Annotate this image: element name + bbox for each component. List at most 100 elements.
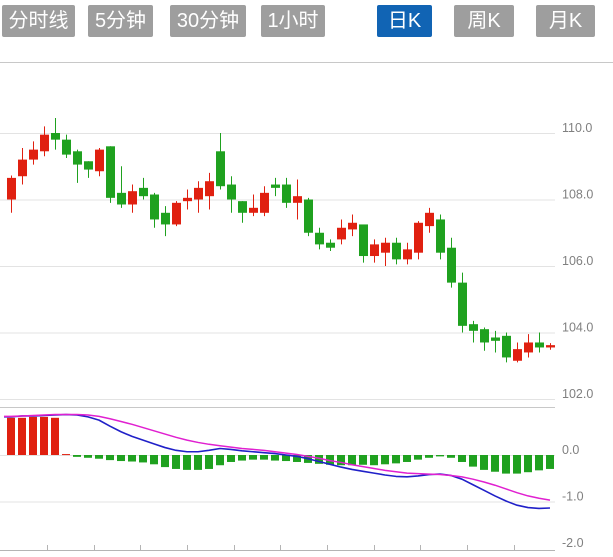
- macd-bar-negative: [546, 455, 554, 469]
- macd-bar-positive: [51, 417, 59, 455]
- candle-body-down: [491, 337, 500, 341]
- macd-bar-negative: [348, 455, 356, 466]
- macd-bar-positive: [18, 417, 26, 455]
- candle-body-up: [205, 181, 214, 197]
- candle-body-up: [546, 345, 555, 348]
- candle-body-up: [425, 212, 434, 227]
- candle-body-up: [293, 196, 302, 203]
- macd-bar-negative: [381, 455, 389, 465]
- candle-body-down: [458, 282, 467, 326]
- candle-body-up: [183, 197, 192, 202]
- candle-body-up: [249, 207, 258, 213]
- candle-body-down: [139, 187, 148, 197]
- macd-bar-positive: [7, 417, 15, 455]
- candle-body-up: [260, 192, 269, 213]
- macd-bar-negative: [480, 455, 488, 470]
- candle-body-down: [150, 194, 159, 220]
- candle-body-up: [194, 187, 203, 200]
- candle-body-down: [436, 219, 445, 253]
- candle-body-up: [172, 202, 181, 225]
- macd-bar-negative: [106, 455, 114, 461]
- candle-body-down: [238, 201, 247, 213]
- candle-body-up: [337, 227, 346, 240]
- macd-axis-label: -2.0: [562, 536, 584, 550]
- candle-body-up: [381, 242, 390, 253]
- macd-bar-negative: [95, 455, 103, 459]
- macd-bar-negative: [216, 455, 224, 466]
- candle-body-down: [304, 199, 313, 233]
- candle-body-down: [216, 151, 225, 187]
- macd-bar-negative: [447, 455, 455, 458]
- candle-body-down: [84, 161, 93, 170]
- price-axis-label: 108.0: [562, 188, 593, 202]
- candle-body-down: [161, 212, 170, 225]
- candle-body-down: [271, 184, 280, 188]
- candle-body-up: [29, 149, 38, 160]
- candle-body-up: [414, 222, 423, 253]
- tab-1hour[interactable]: 1小时: [261, 5, 325, 37]
- macd-bar-positive: [29, 416, 37, 455]
- macd-bar-negative: [337, 455, 345, 466]
- macd-bar-negative: [535, 455, 543, 471]
- macd-bar-negative: [403, 455, 411, 462]
- macd-bar-negative: [238, 455, 246, 461]
- price-axis-label: 104.0: [562, 321, 593, 335]
- tab-weekly-k[interactable]: 周K: [454, 5, 514, 37]
- macd-bar-negative: [425, 455, 433, 458]
- candle-body-down: [62, 139, 71, 155]
- candle-body-up: [128, 191, 137, 205]
- candle-body-up: [370, 244, 379, 257]
- macd-bar-negative: [139, 455, 147, 463]
- candle-body-down: [51, 133, 60, 140]
- candle-body-down: [480, 329, 489, 343]
- macd-bar-negative: [205, 455, 213, 469]
- candle-body-down: [447, 247, 456, 283]
- macd-bar-negative: [469, 455, 477, 467]
- macd-bar-negative: [458, 455, 466, 462]
- macd-bar-negative: [491, 455, 499, 472]
- macd-bar-negative: [293, 455, 301, 462]
- macd-bar-negative: [172, 455, 180, 469]
- macd-bar-negative: [128, 455, 136, 462]
- candle-body-up: [40, 134, 49, 152]
- candle-series: [7, 118, 555, 363]
- macd-bar-negative: [194, 455, 202, 470]
- tab-timeline[interactable]: 分时线: [2, 5, 75, 37]
- macd-bar-negative: [414, 455, 422, 460]
- price-axis-label: 102.0: [562, 387, 593, 401]
- price-axis-label: 110.0: [562, 121, 592, 135]
- candle-body-up: [403, 249, 412, 260]
- price-axis-label: 106.0: [562, 254, 593, 268]
- timeframe-tabbar: 分时线 5分钟 30分钟 1小时 日K 周K 月K: [0, 0, 613, 42]
- macd-bar-negative: [84, 455, 92, 458]
- tab-30min[interactable]: 30分钟: [170, 5, 246, 37]
- macd-bar-negative: [227, 455, 235, 462]
- macd-bar-negative: [436, 455, 444, 457]
- dea-line: [4, 413, 551, 501]
- tab-daily-k[interactable]: 日K: [377, 5, 432, 37]
- macd-histogram: [7, 416, 554, 474]
- candle-body-down: [502, 335, 511, 358]
- macd-axis-label: 0.0: [562, 443, 579, 457]
- macd-axis-label: -1.0: [562, 490, 584, 504]
- candle-body-down: [282, 184, 291, 203]
- candle-body-down: [106, 146, 115, 198]
- tab-5min[interactable]: 5分钟: [88, 5, 153, 37]
- y-axis-labels: 110.0 108.0 106.0 104.0 102.0 0.0 -1.0 -2.0: [562, 121, 593, 550]
- macd-bar-positive: [40, 416, 48, 455]
- macd-bar-negative: [370, 455, 378, 466]
- dif-line: [4, 413, 551, 510]
- macd-bar-negative: [260, 455, 268, 460]
- macd-bar-negative: [150, 455, 158, 465]
- candle-body-down: [117, 192, 126, 205]
- candle-body-down: [73, 151, 82, 165]
- candle-body-up: [7, 177, 16, 200]
- gridlines: [0, 133, 555, 503]
- macd-bar-positive: [62, 454, 70, 456]
- macd-bar-negative: [359, 455, 367, 465]
- tab-monthly-k[interactable]: 月K: [536, 5, 595, 37]
- candle-body-down: [392, 242, 401, 260]
- macd-bar-negative: [513, 455, 521, 474]
- macd-bar-negative: [161, 455, 169, 468]
